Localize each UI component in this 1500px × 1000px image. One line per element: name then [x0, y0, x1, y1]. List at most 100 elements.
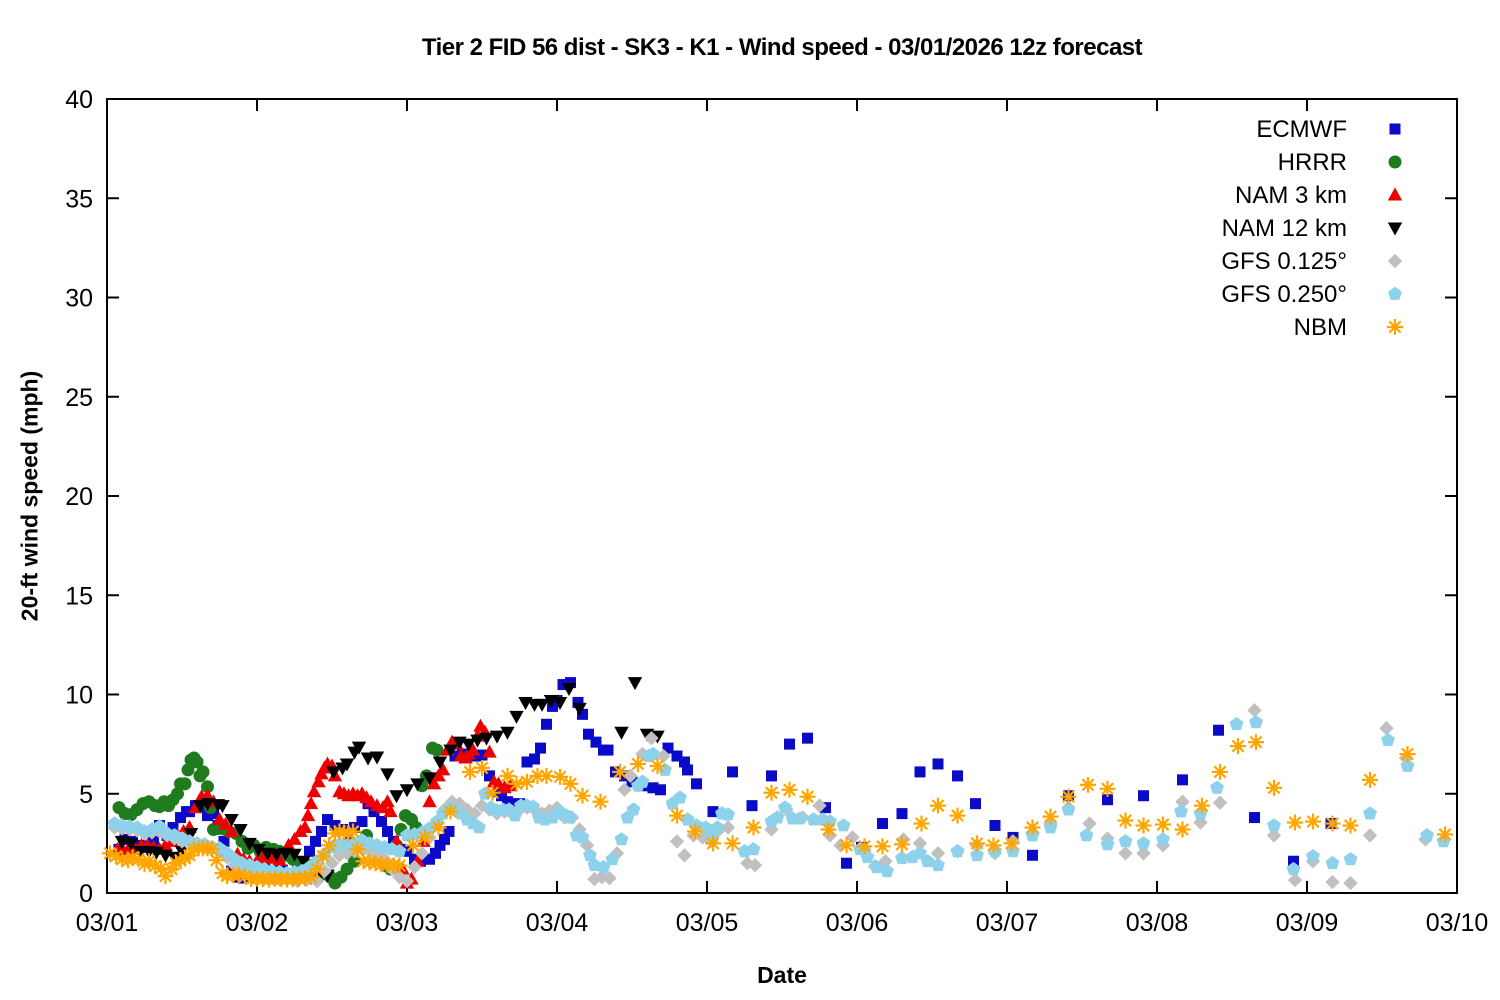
- asterisk-spoke: [1213, 765, 1227, 779]
- data-point-ecmwf: [167, 821, 179, 833]
- data-point-gfs-0-125: [912, 836, 928, 851]
- asterisk-spoke: [951, 809, 964, 823]
- data-point-ecmwf: [970, 798, 981, 810]
- data-point-nbm: [1135, 817, 1152, 834]
- data-point-ecmwf: [434, 839, 446, 851]
- data-point-gfs-0-250: [1267, 818, 1281, 832]
- data-point-ecmwf: [349, 821, 360, 833]
- asterisk-spoke: [1267, 781, 1281, 795]
- y-axis-label: 20-ft wind speed (mph): [16, 370, 43, 622]
- data-point-ecmwf: [583, 728, 594, 740]
- asterisk-spoke: [1306, 815, 1320, 828]
- data-point-ecmwf: [1102, 794, 1113, 806]
- data-point-nam-12-km: [561, 683, 577, 697]
- asterisk-spoke: [931, 799, 945, 813]
- asterisk-spoke: [351, 842, 364, 856]
- data-point-ecmwf: [439, 833, 450, 845]
- data-point-gfs-0-250: [472, 820, 486, 834]
- asterisk-spoke: [1156, 818, 1170, 831]
- y-tick-label: 0: [79, 880, 93, 908]
- x-tick-label: 03/04: [526, 909, 589, 937]
- data-point-gfs-0-250: [880, 863, 894, 878]
- data-point-nbm: [1060, 788, 1077, 805]
- data-point-ecmwf: [820, 802, 831, 814]
- data-point-nbm: [474, 759, 490, 776]
- data-point-nbm: [930, 797, 946, 814]
- data-point-gfs-0-250: [1156, 832, 1170, 846]
- data-point-gfs-0-250: [920, 853, 935, 868]
- asterisk-spoke: [210, 853, 223, 867]
- data-point-nam-12-km: [479, 732, 494, 746]
- y-tick-label: 30: [65, 285, 93, 313]
- data-point-ecmwf: [1288, 855, 1299, 867]
- data-point-gfs-0-250: [1381, 732, 1395, 747]
- data-point-ecmwf: [529, 753, 540, 765]
- asterisk-spoke: [1081, 778, 1095, 792]
- data-point-ecmwf: [766, 770, 777, 782]
- data-point-gfs-0-250: [673, 790, 687, 804]
- data-point-nbm: [1003, 835, 1020, 852]
- asterisk-spoke: [1101, 782, 1114, 796]
- asterisk-spoke: [1176, 823, 1189, 836]
- data-point-nbm: [315, 848, 331, 865]
- data-point-nam-12-km: [422, 772, 437, 786]
- data-point-ecmwf: [1177, 774, 1188, 786]
- data-point-nam-3-km: [465, 742, 481, 756]
- data-point-gfs-0-250: [508, 808, 522, 822]
- asterisk-spoke: [418, 830, 432, 844]
- data-point-nbm: [1324, 815, 1341, 832]
- legend-item-ecmwf: ECMWF: [1256, 116, 1401, 143]
- data-point-gfs-0-125: [1379, 721, 1394, 736]
- data-point-gfs-0-250: [970, 847, 984, 862]
- data-point-nbm: [1305, 813, 1321, 830]
- asterisk-spoke: [1137, 819, 1150, 832]
- asterisk-spoke: [154, 861, 168, 875]
- data-point-nbm: [391, 857, 408, 874]
- data-point-gfs-0-250: [1136, 836, 1151, 850]
- data-point-hrrr: [201, 780, 214, 794]
- data-point-gfs-0-250: [836, 818, 851, 832]
- asterisk-spoke: [205, 842, 219, 856]
- data-point-nam-3-km: [306, 784, 322, 798]
- data-point-nbm: [462, 763, 478, 780]
- data-point-gfs-0-250: [1118, 834, 1133, 848]
- asterisk-spoke: [1363, 773, 1377, 787]
- data-point-ecmwf: [932, 758, 944, 770]
- data-point-gfs-0-125: [930, 846, 946, 861]
- data-point-nam-12-km: [500, 726, 515, 740]
- data-point-ecmwf: [727, 766, 738, 778]
- data-point-ecmwf: [784, 738, 795, 750]
- legend-item-nbm: NBM: [1294, 314, 1403, 341]
- data-point-nam-12-km: [614, 726, 629, 740]
- asterisk-spoke: [876, 839, 889, 853]
- x-tick-label: 03/03: [376, 909, 439, 937]
- data-point-nam-3-km: [380, 794, 395, 808]
- data-point-gfs-0-250: [1325, 855, 1340, 870]
- legend-label: GFS 0.125°: [1221, 248, 1347, 275]
- asterisk-spoke: [1044, 810, 1057, 824]
- y-tick-label: 25: [65, 384, 93, 412]
- gfs-0-250-marker-icon: [1388, 286, 1402, 300]
- data-point-gfs-0-250: [778, 800, 792, 814]
- asterisk-spoke: [322, 838, 336, 852]
- data-point-ecmwf: [382, 825, 393, 837]
- data-point-nam-3-km: [422, 794, 437, 808]
- data-point-gfs-0-250: [746, 842, 761, 856]
- data-point-nbm: [345, 823, 361, 840]
- data-point-gfs-0-250: [1420, 828, 1434, 842]
- data-point-ecmwf: [496, 790, 507, 802]
- data-point-ecmwf: [424, 853, 435, 865]
- data-point-gfs-0-125: [474, 798, 490, 813]
- x-axis-label: Date: [757, 962, 807, 988]
- nbm-marker-icon: [1387, 319, 1403, 335]
- data-point-gfs-0-125: [362, 844, 377, 859]
- data-point-gfs-0-125: [602, 870, 617, 886]
- data-point-ecmwf: [626, 776, 638, 788]
- data-point-gfs-0-125: [407, 859, 422, 875]
- data-point-ecmwf: [1213, 724, 1224, 736]
- data-point-ecmwf: [896, 808, 908, 820]
- data-point-gfs-0-125: [669, 834, 685, 849]
- data-point-gfs-0-250: [563, 810, 578, 824]
- asterisk-spoke: [432, 821, 445, 834]
- data-point-nbm: [592, 793, 609, 810]
